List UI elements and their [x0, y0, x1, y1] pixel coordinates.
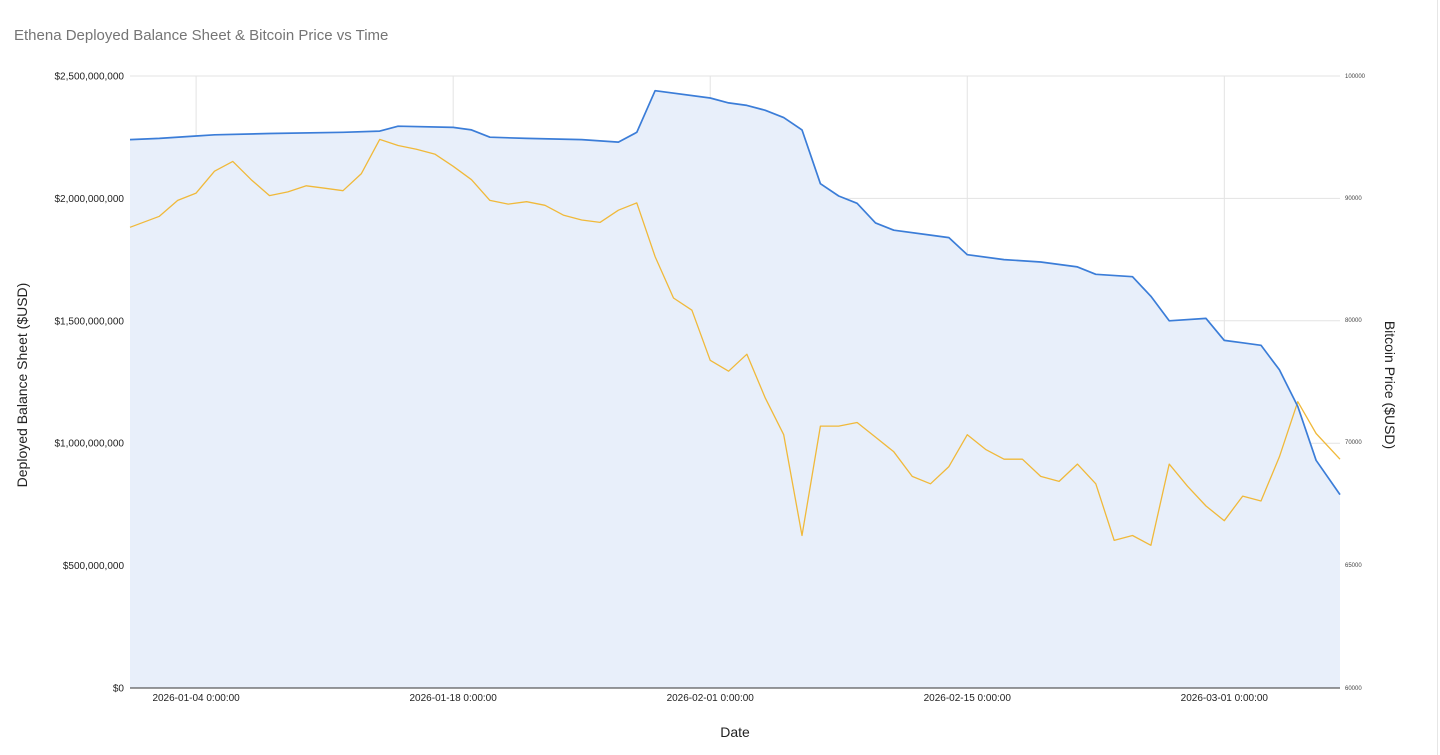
- x-tick-label: 2026-01-18 0:00:00: [410, 693, 498, 704]
- y-right-tick-label: 70000: [1345, 440, 1362, 446]
- y-left-tick-label: $1,500,000,000: [54, 316, 124, 327]
- axis-ticks: $0 $500,000,000 $1,000,000,000 $1,500,000,0…: [54, 72, 1365, 705]
- y-right-tick-label: 60000: [1345, 686, 1362, 692]
- series-line-bitcoin-price: [129, 138, 1341, 546]
- y-right-tick-label: 80000: [1345, 318, 1362, 324]
- x-tick-label: 2026-03-01 0:00:00: [1181, 693, 1269, 704]
- x-tick-label: 2026-02-15 0:00:00: [924, 693, 1012, 704]
- y-left-tick-label: $500,000,000: [63, 561, 125, 572]
- y-right-tick-label: 100000: [1345, 74, 1366, 80]
- x-axis-label: Date: [720, 724, 750, 740]
- y-right-tick-label: 90000: [1345, 196, 1362, 202]
- y-right-tick-label: 65000: [1345, 563, 1362, 569]
- frame-divider: [1437, 0, 1438, 755]
- series-line-deployed-balance: [129, 89, 1341, 496]
- y-left-tick-label: $1,000,000,000: [54, 439, 124, 450]
- y-left-tick-label: $2,000,000,000: [54, 194, 124, 205]
- y-left-tick-label: $2,500,000,000: [54, 72, 124, 83]
- y-left-tick-label: $0: [113, 684, 125, 695]
- x-tick-label: 2026-01-04 0:00:00: [152, 693, 240, 704]
- chart-title: Ethena Deployed Balance Sheet & Bitcoin …: [14, 27, 389, 44]
- balance-area-fill: [130, 90, 1340, 688]
- x-tick-label: 2026-02-01 0:00:00: [667, 693, 755, 704]
